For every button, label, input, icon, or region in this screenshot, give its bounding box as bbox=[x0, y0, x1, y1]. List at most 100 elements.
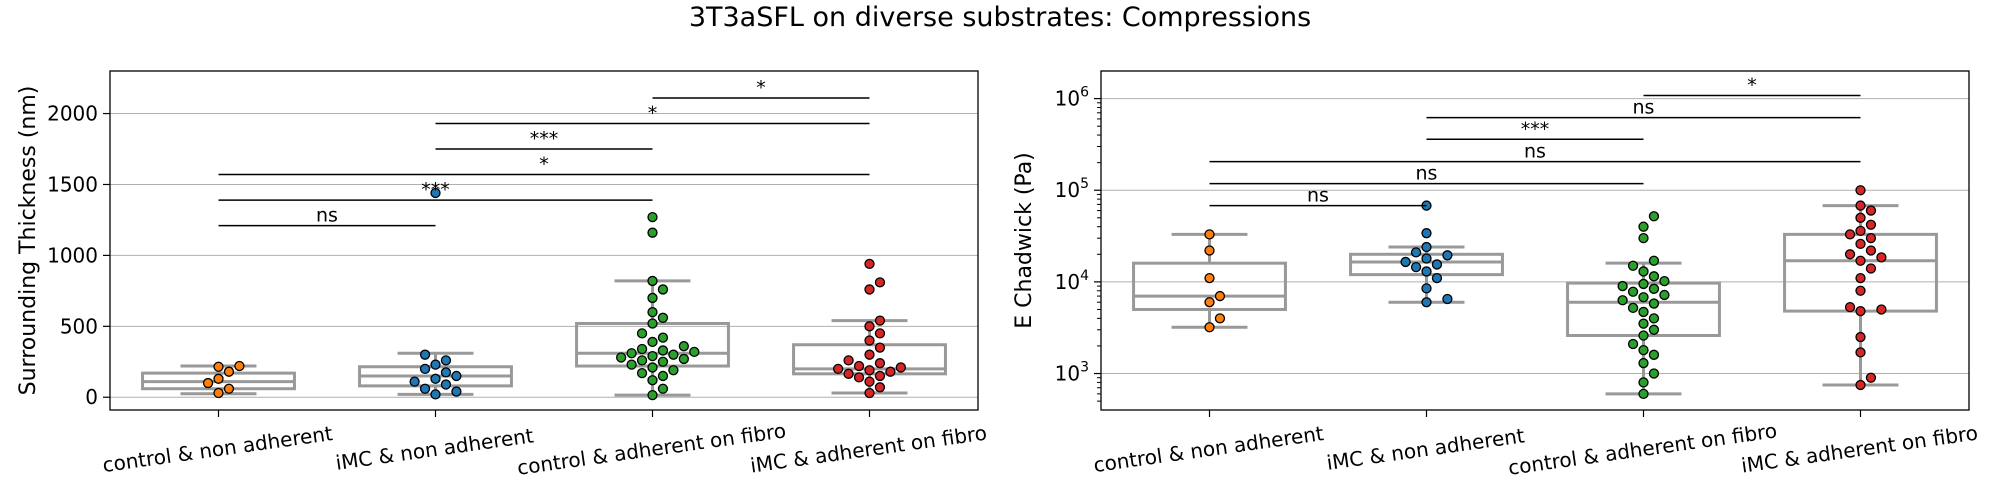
data-point bbox=[440, 355, 452, 366]
data-point bbox=[616, 352, 627, 363]
data-point bbox=[647, 211, 658, 223]
data-point bbox=[1876, 252, 1887, 263]
significance-annotation: ns bbox=[1209, 163, 1644, 185]
data-point bbox=[1648, 298, 1660, 309]
y-tick-label: 104 bbox=[1055, 268, 1089, 294]
significance-annotation: ns bbox=[1209, 141, 1861, 163]
data-point bbox=[843, 355, 854, 366]
x-tick-label: control & adherent on fibro bbox=[1507, 418, 1779, 479]
data-point bbox=[1844, 229, 1856, 240]
data-point bbox=[409, 376, 420, 387]
data-point bbox=[647, 350, 658, 362]
data-point bbox=[1865, 245, 1877, 256]
data-point bbox=[647, 306, 658, 318]
data-point bbox=[1855, 347, 1866, 358]
significance-label: ns bbox=[1633, 97, 1655, 119]
data-point bbox=[1627, 286, 1639, 297]
data-point bbox=[1204, 245, 1215, 256]
data-point bbox=[1204, 322, 1215, 333]
data-point bbox=[864, 365, 875, 376]
data-point bbox=[833, 363, 844, 375]
y-tick-label: 2000 bbox=[47, 102, 98, 126]
data-point bbox=[440, 367, 452, 378]
data-point bbox=[1648, 349, 1660, 360]
data-point bbox=[864, 284, 875, 295]
data-point bbox=[1442, 250, 1453, 261]
data-point bbox=[1638, 357, 1649, 369]
data-point bbox=[668, 349, 679, 360]
significance-annotation: * bbox=[1643, 75, 1861, 97]
data-point bbox=[647, 318, 658, 329]
data-point bbox=[647, 275, 658, 287]
points-4 bbox=[833, 258, 906, 399]
data-point bbox=[1844, 302, 1856, 313]
data-point bbox=[1855, 238, 1866, 250]
data-point bbox=[1638, 266, 1649, 277]
significance-annotation: ns bbox=[1426, 97, 1861, 119]
data-point bbox=[419, 383, 431, 394]
data-point bbox=[1855, 212, 1866, 223]
data-point bbox=[430, 359, 441, 370]
plot-area bbox=[109, 70, 979, 411]
data-point bbox=[864, 349, 875, 360]
data-point bbox=[874, 342, 886, 353]
data-point bbox=[864, 376, 875, 387]
significance-label: ns bbox=[1307, 185, 1329, 207]
data-point bbox=[213, 373, 224, 384]
data-point bbox=[1876, 304, 1887, 315]
data-point bbox=[1638, 233, 1649, 244]
data-point bbox=[419, 349, 431, 360]
data-point bbox=[874, 382, 886, 393]
data-point bbox=[1648, 283, 1660, 294]
significance-label: ns bbox=[316, 205, 338, 227]
data-point bbox=[1638, 318, 1649, 329]
significance-annotation: *** bbox=[218, 179, 653, 201]
points-1 bbox=[1204, 229, 1226, 333]
data-point bbox=[1855, 379, 1866, 391]
significance-annotation: *** bbox=[435, 128, 653, 150]
data-point bbox=[678, 341, 689, 352]
y-axis-label: Surrounding Thickness (nm) bbox=[16, 86, 41, 396]
y-tick-label: 500 bbox=[60, 314, 98, 338]
data-point bbox=[1855, 185, 1866, 196]
data-point bbox=[1627, 260, 1639, 271]
significance-label: ns bbox=[1524, 141, 1546, 163]
data-point bbox=[1638, 388, 1649, 400]
data-point bbox=[689, 346, 700, 357]
x-tick-label: control & adherent on fibro bbox=[516, 418, 788, 479]
data-point bbox=[1400, 256, 1411, 268]
points-4 bbox=[1844, 185, 1887, 391]
data-point bbox=[864, 321, 875, 332]
significance-label: *** bbox=[530, 128, 559, 150]
data-point bbox=[1659, 275, 1670, 287]
y-tick-label: 1500 bbox=[47, 172, 98, 196]
data-point bbox=[657, 383, 669, 394]
data-point bbox=[451, 386, 462, 397]
data-point bbox=[647, 362, 658, 373]
data-point bbox=[419, 363, 431, 375]
data-point bbox=[1617, 295, 1628, 306]
significance-annotation: ns bbox=[218, 205, 436, 227]
data-point bbox=[1648, 271, 1660, 282]
data-point bbox=[1442, 293, 1453, 305]
data-point bbox=[1638, 377, 1649, 388]
data-point bbox=[636, 355, 648, 366]
data-point bbox=[626, 359, 637, 370]
data-point bbox=[885, 366, 896, 377]
data-point bbox=[1648, 368, 1660, 379]
data-point bbox=[430, 373, 441, 384]
data-point bbox=[1204, 229, 1215, 240]
data-point bbox=[1638, 278, 1649, 290]
data-point bbox=[1421, 266, 1432, 277]
data-point bbox=[1844, 249, 1856, 260]
data-point bbox=[1648, 313, 1660, 324]
data-point bbox=[1214, 313, 1226, 324]
data-point bbox=[874, 370, 886, 382]
data-point bbox=[1617, 280, 1628, 292]
data-point bbox=[647, 389, 658, 401]
data-point bbox=[843, 368, 854, 379]
data-point bbox=[874, 277, 886, 288]
data-point bbox=[440, 379, 452, 390]
